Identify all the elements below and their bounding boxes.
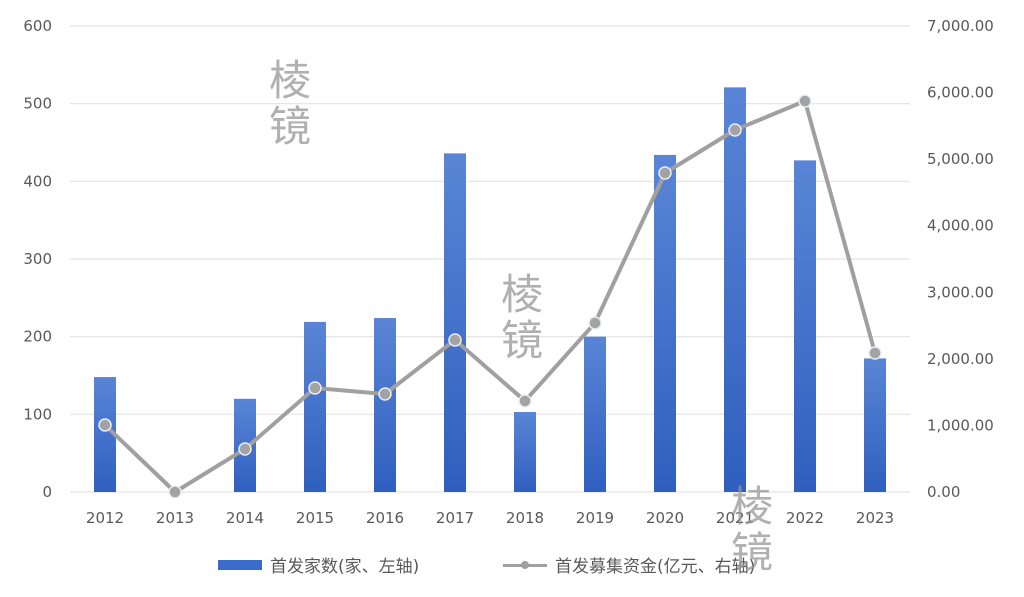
left-axis-tick: 300 [23,250,52,268]
x-axis-tick: 2022 [786,509,824,527]
watermark-char: 棱 [500,270,543,319]
bar [724,87,746,493]
left-axis-tick: 400 [23,172,52,190]
bar-swatch-icon [218,559,262,570]
x-axis-tick: 2016 [366,509,404,527]
gridlines [70,25,910,493]
x-axis-tick: 2017 [436,509,474,527]
legend-bar-label: 首发家数(家、左轴) [270,557,420,577]
bar [514,412,536,492]
line-marker [98,418,112,432]
bar [794,160,816,492]
legend: 首发家数(家、左轴) 首发募集资金(亿元、右轴) [0,552,1024,578]
right-axis-tick: 7,000.00 [927,17,994,35]
bar [304,321,326,492]
bar-series [94,87,886,493]
line-marker [868,346,882,360]
right-axis-tick: 1,000.00 [927,416,994,434]
bar [374,318,396,492]
right-axis-tick: 5,000.00 [927,150,994,168]
x-axis-tick: 2018 [506,509,544,527]
x-axis-tick: 2012 [86,509,124,527]
line-path [103,99,877,494]
line-marker [798,94,812,108]
watermark: 棱 镜 [266,58,314,150]
watermark: 棱 镜 [498,272,546,364]
left-axis-tick: 200 [23,328,52,346]
bar [444,153,466,492]
legend-item-line: 首发募集资金(亿元、右轴) [503,552,755,577]
right-axis-tick: 0.00 [927,483,960,501]
bar [864,358,886,492]
left-axis-tick: 600 [23,17,52,35]
line-series [98,94,882,499]
line-marker [378,387,392,401]
x-axis-tick: 2013 [156,509,194,527]
line-marker [308,381,322,395]
x-axis-tick: 2019 [576,509,614,527]
line-marker-swatch-icon [503,560,547,570]
watermark-char: 镜 [730,528,773,577]
watermark: 棱 镜 [728,484,776,576]
bar [94,377,116,492]
watermark-char: 镜 [500,316,543,365]
right-axis-tick: 3,000.00 [927,283,994,301]
bar [584,336,606,492]
left-axis-tick: 100 [23,405,52,423]
watermark-char: 棱 [730,482,773,531]
left-axis-tick: 0 [42,483,52,501]
right-axis-tick: 2,000.00 [927,350,994,368]
left-axis-tick: 500 [23,95,52,113]
x-axis: 2012 2013 2014 2015 2016 2017 2018 2019 2020 2021… [86,509,894,527]
bar [654,154,676,492]
watermark-char: 棱 [268,56,311,105]
x-axis-tick: 2014 [226,509,264,527]
x-axis-tick: 2023 [856,509,894,527]
right-axis: 0.00 1,000.00 2,000.00 3,000.00 4,000.00 5,00… [927,17,994,501]
x-axis-tick: 2020 [646,509,684,527]
line-marker [238,442,252,456]
line-marker [588,316,602,330]
legend-line-label: 首发募集资金(亿元、右轴) [555,557,756,577]
line-marker [518,394,532,408]
line-marker [448,333,462,347]
right-axis-tick: 6,000.00 [927,84,994,102]
line-marker [728,123,742,137]
x-axis-tick: 2015 [296,509,334,527]
legend-item-bar: 首发家数(家、左轴) [218,552,419,577]
right-axis-tick: 4,000.00 [927,217,994,235]
watermark-char: 镜 [268,102,311,151]
left-axis: 0 100 200 300 400 500 600 [23,17,52,501]
line-marker [658,166,672,180]
x-axis-tick: 2021 [716,509,754,527]
line-marker [168,485,182,499]
